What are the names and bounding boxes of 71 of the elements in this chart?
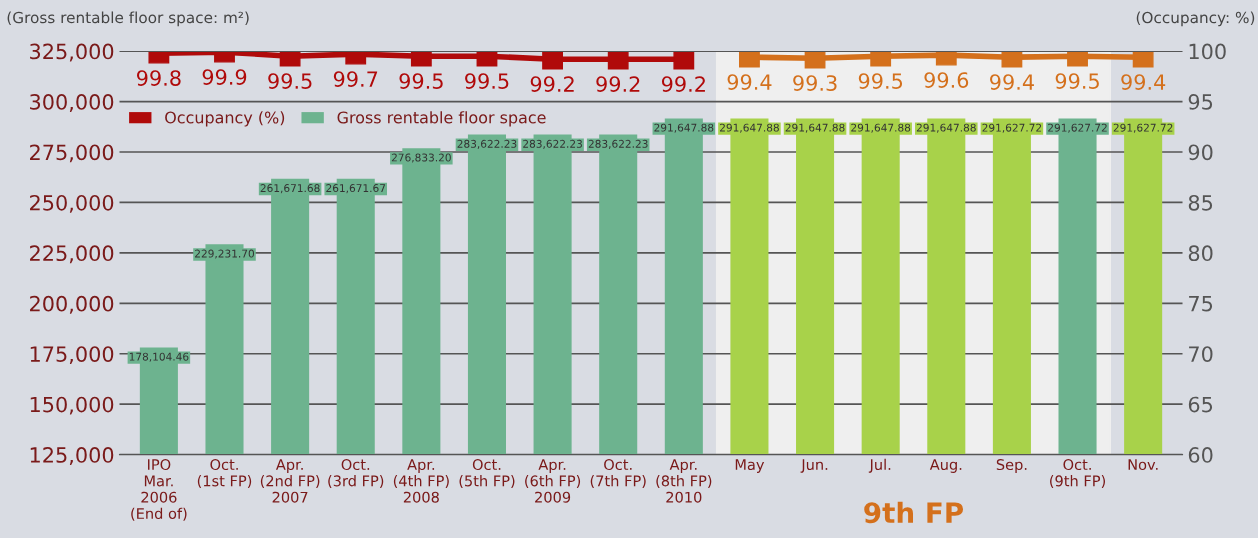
x-tick-label: Oct. (5th FP)	[459, 459, 515, 489]
y2-tick-label: 75	[1189, 296, 1213, 312]
x-tick-label: Apr. (6th FP) 2009	[525, 459, 581, 503]
x-tick-label: May	[735, 459, 765, 473]
data-label: 291,647.88	[851, 123, 911, 133]
x-tick-label: Sep.	[996, 459, 1027, 473]
y-tick-label: 200,000	[30, 295, 114, 314]
y2-tick-label: 85	[1188, 194, 1213, 211]
x-tick-label: Nov.	[1128, 459, 1158, 471]
y2-tick-label: 90	[1188, 144, 1213, 161]
x-tick-label: Oct. (7th FP)	[590, 459, 646, 489]
data-label: 99.5	[858, 73, 903, 89]
x-tick-label: Oct. (9th FP)	[1050, 459, 1105, 489]
data-label: 276,833.20	[391, 153, 451, 163]
data-label: 291,627.72	[1113, 123, 1173, 133]
y2-tick-label: 70	[1189, 346, 1213, 362]
y2-tick-label: 80	[1188, 245, 1213, 262]
data-label: 99.8	[137, 70, 181, 86]
data-label: 291,647.88	[720, 123, 779, 133]
x-tick-label: Jun.	[800, 459, 828, 473]
data-label: 229,231.70	[195, 249, 255, 259]
y-tick-label: 300,000	[30, 94, 114, 112]
data-label: 99.5	[268, 73, 312, 89]
data-label: 99.3	[793, 75, 837, 91]
x-tick-label: Aug.	[929, 459, 962, 473]
data-label: 99.4	[727, 74, 772, 90]
x-tick-label: Jul.	[868, 458, 891, 473]
y-tick-label: 175,000	[30, 346, 114, 365]
y2-axis-title: (Occupancy: %)	[1136, 11, 1255, 27]
data-label: 99.5	[399, 73, 443, 89]
data-label: 99.5	[1055, 73, 1099, 89]
y-tick-label: 125,000	[30, 447, 114, 465]
data-label: 291,647.88	[785, 123, 845, 133]
x-tick-label: Oct. (3rd FP)	[328, 459, 384, 489]
data-label: 99.7	[333, 71, 378, 87]
data-label: 261,671.67	[326, 184, 386, 194]
data-label: 99.2	[596, 76, 640, 92]
data-label: 291,647.88	[916, 123, 976, 133]
y-tick-label: 225,000	[30, 245, 114, 264]
data-label: 99.9	[202, 69, 247, 85]
data-label: 291,627.72	[982, 123, 1042, 133]
data-label: 99.2	[530, 76, 574, 92]
y-axis-title: (Gross rentable floor space: m²)	[7, 11, 249, 27]
x-tick-label: Apr. (8th FP) 2010	[656, 459, 712, 503]
data-label: 291,647.88	[654, 123, 714, 133]
y-tick-label: 250,000	[30, 194, 114, 213]
band-label: 9th FP	[864, 501, 964, 524]
y2-tick-label: 65	[1188, 396, 1213, 413]
x-tick-label: Apr. (2nd FP) 2007	[260, 459, 320, 503]
data-label: 178,104.46	[129, 352, 189, 362]
y2-tick-label: 100	[1189, 43, 1226, 60]
y-tick-label: 325,000	[30, 43, 114, 62]
data-label: 291,627.72	[1048, 123, 1107, 133]
legend-label: Gross rentable floor space	[337, 111, 546, 127]
data-label: 283,622.23	[523, 139, 582, 149]
x-tick-label: Oct. (1st FP)	[197, 459, 252, 489]
data-label: 99.5	[465, 73, 509, 89]
y-tick-label: 150,000	[30, 396, 114, 415]
x-tick-label: IPO Mar. 2006 (End of)	[131, 459, 187, 521]
y2-tick-label: 95	[1188, 94, 1213, 110]
data-label: 99.6	[924, 72, 969, 88]
data-label: 99.4	[990, 74, 1034, 90]
data-label: 283,622.23	[457, 139, 517, 149]
data-label: 283,622.23	[588, 139, 648, 149]
data-label: 261,671.68	[260, 184, 320, 194]
x-tick-label: Apr. (4th FP) 2008	[393, 459, 449, 503]
data-label: 99.4	[1121, 74, 1166, 90]
legend-label: Occupancy (%)	[165, 111, 285, 127]
y-tick-label: 275,000	[30, 144, 114, 163]
y2-tick-label: 60	[1188, 447, 1213, 463]
data-label: 99.2	[661, 76, 705, 92]
